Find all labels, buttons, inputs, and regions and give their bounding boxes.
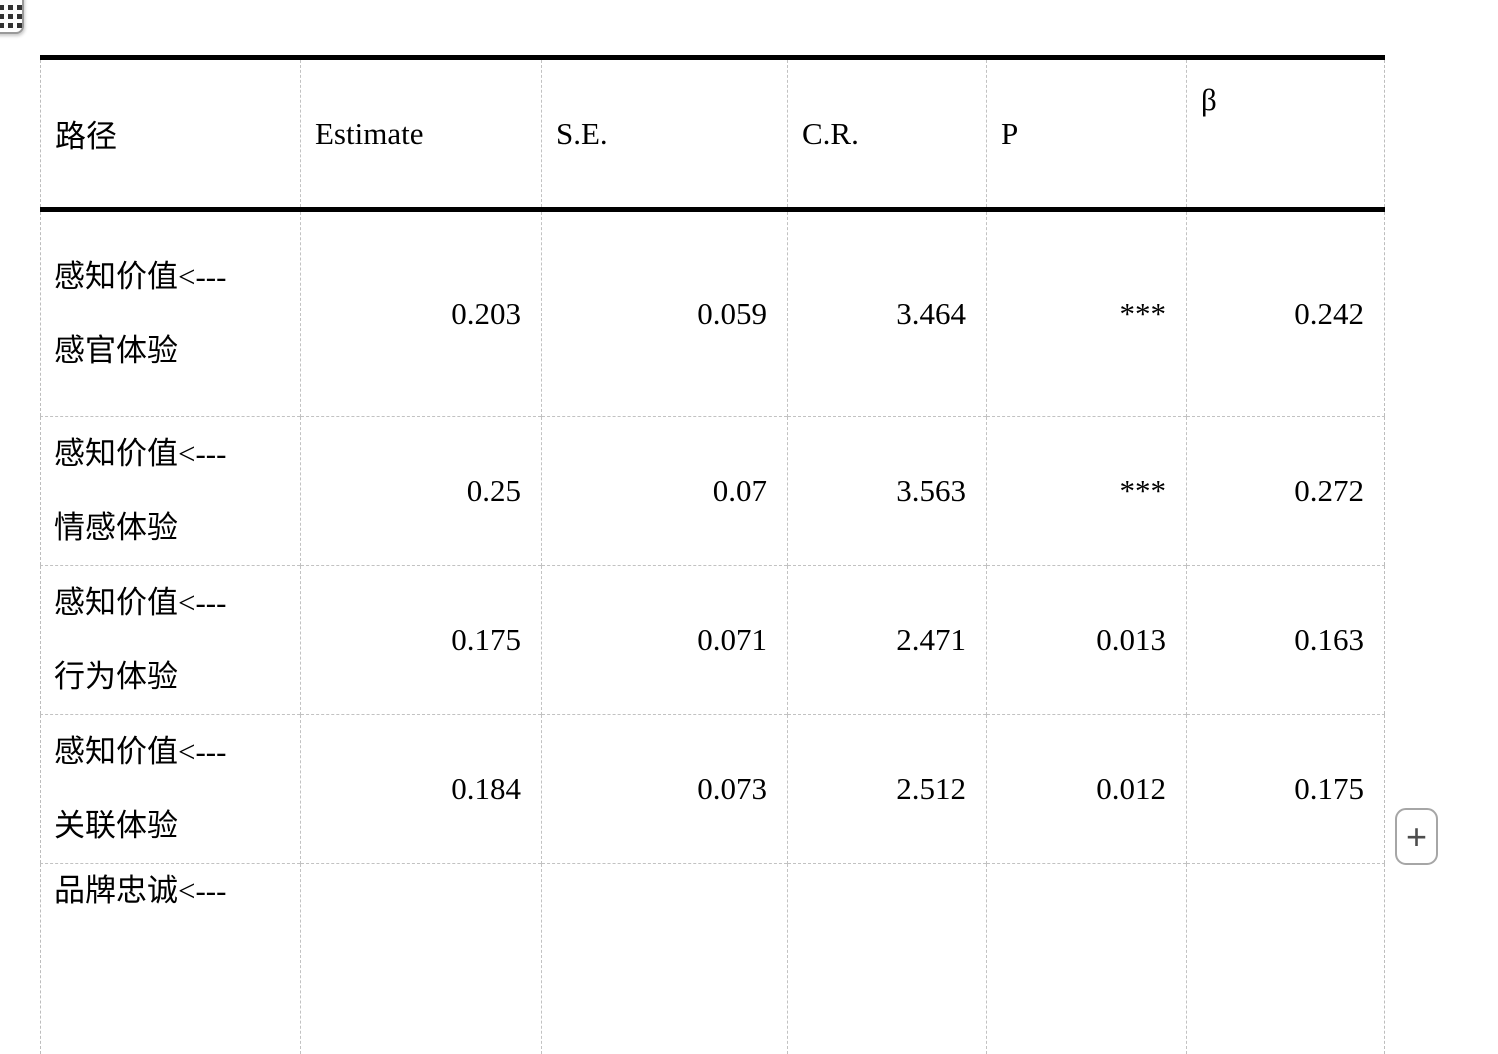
header-cr[interactable]: C.R. <box>787 57 987 212</box>
estimate-cell[interactable]: 0.175 <box>300 565 542 715</box>
path-cell[interactable]: 感知价值<--- 行为体验 <box>40 565 301 715</box>
se-cell[interactable]: 0.059 <box>541 209 788 417</box>
beta-cell[interactable]: 0.175 <box>1186 714 1385 864</box>
beta-cell[interactable]: 0.272 <box>1186 416 1385 566</box>
cr-cell[interactable]: 2.512 <box>787 714 987 864</box>
beta-cell[interactable]: 0.163 <box>1186 565 1385 715</box>
path-cell[interactable]: 品牌忠诚<--- <box>40 863 301 1054</box>
path-line2: 感官体验 <box>54 333 178 368</box>
p-cell[interactable] <box>986 863 1187 1054</box>
beta-cell[interactable]: 0.242 <box>1186 209 1385 417</box>
path-line2: 关联体验 <box>54 808 178 843</box>
path-line2: 情感体验 <box>54 510 178 545</box>
estimate-cell[interactable]: 0.25 <box>300 416 542 566</box>
se-cell[interactable]: 0.071 <box>541 565 788 715</box>
path-analysis-table: 路径 Estimate S.E. C.R. P β 感知价值<--- 感官体验 … <box>40 55 1385 1054</box>
cr-cell[interactable]: 3.464 <box>787 209 987 417</box>
estimate-cell[interactable]: 0.203 <box>300 209 542 417</box>
header-row: 路径 Estimate S.E. C.R. P β <box>40 57 1385 212</box>
table-drag-handle-icon[interactable] <box>0 0 24 34</box>
path-line1: 感知价值<--- <box>54 259 227 294</box>
path-cell[interactable]: 感知价值<--- 感官体验 <box>41 210 301 417</box>
header-estimate[interactable]: Estimate <box>300 57 542 212</box>
p-cell[interactable]: *** <box>986 209 1187 417</box>
se-cell[interactable]: 0.073 <box>541 714 788 864</box>
path-cell[interactable]: 感知价值<--- 情感体验 <box>40 416 301 566</box>
path-line2: 行为体验 <box>54 659 178 694</box>
p-cell[interactable]: 0.013 <box>986 565 1187 715</box>
estimate-cell[interactable]: 0.184 <box>300 714 542 864</box>
path-line1: 感知价值<--- <box>54 585 227 620</box>
cr-cell[interactable]: 2.471 <box>787 565 987 715</box>
header-p[interactable]: P <box>986 57 1187 212</box>
header-beta[interactable]: β <box>1186 57 1385 212</box>
grid-dots-icon <box>0 5 22 28</box>
cr-cell[interactable] <box>787 863 987 1054</box>
cr-cell[interactable]: 3.563 <box>787 416 987 566</box>
path-cell[interactable]: 感知价值<--- 关联体验 <box>40 714 301 864</box>
plus-icon: + <box>1405 815 1428 857</box>
header-se[interactable]: S.E. <box>541 57 788 212</box>
beta-cell[interactable] <box>1186 863 1385 1054</box>
p-cell[interactable]: *** <box>986 416 1187 566</box>
path-line1: 感知价值<--- <box>54 734 227 769</box>
header-path[interactable]: 路径 <box>40 57 301 212</box>
p-cell[interactable]: 0.012 <box>986 714 1187 864</box>
se-cell[interactable] <box>541 863 788 1054</box>
path-line1: 感知价值<--- <box>54 436 227 471</box>
add-button[interactable]: + <box>1395 808 1438 865</box>
table-row: 感知价值<--- 行为体验 0.175 0.071 2.471 0.013 0.… <box>40 565 1385 715</box>
table-row: 感知价值<--- 情感体验 0.25 0.07 3.563 *** 0.272 <box>40 416 1385 566</box>
estimate-cell[interactable] <box>300 863 542 1054</box>
path-line1: 品牌忠诚<--- <box>54 873 227 908</box>
table-row-partial: 品牌忠诚<--- <box>40 863 1385 1054</box>
table-row: 感知价值<--- 感官体验 0.203 0.059 3.464 *** 0.24… <box>41 209 1385 417</box>
se-cell[interactable]: 0.07 <box>541 416 788 566</box>
table-row: 感知价值<--- 关联体验 0.184 0.073 2.512 0.012 0.… <box>40 714 1385 864</box>
